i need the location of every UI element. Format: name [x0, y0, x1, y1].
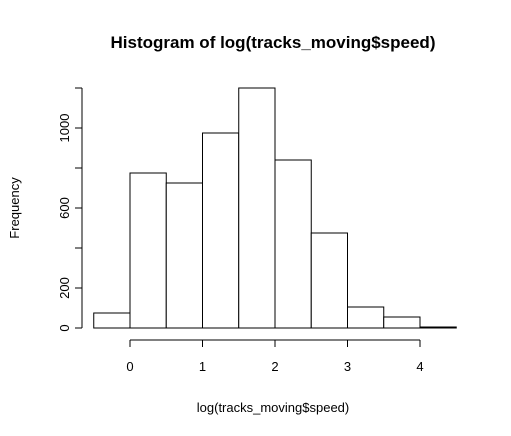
y-tick-label: 600	[57, 197, 72, 219]
x-tick-label: 2	[271, 359, 278, 374]
y-tick-label: 200	[57, 277, 72, 299]
y-axis-label: Frequency	[7, 177, 22, 239]
bars-group	[93, 87, 457, 329]
histogram-bar	[129, 172, 167, 329]
x-tick-label: 0	[126, 359, 133, 374]
x-tick-label: 1	[199, 359, 206, 374]
x-tick-label: 3	[344, 359, 351, 374]
x-tick-label: 4	[416, 359, 423, 374]
histogram-bar	[383, 316, 421, 329]
histogram-bar	[238, 87, 276, 329]
x-axis-label: log(tracks_moving$speed)	[197, 400, 349, 415]
histogram-bar	[419, 326, 457, 329]
histogram-bar	[93, 312, 131, 329]
histogram-bar	[347, 306, 385, 329]
x-axis: 0 1 2 3 4	[126, 339, 424, 374]
y-tick-label: 1000	[57, 114, 72, 143]
y-axis: 0 200 600 1000	[57, 87, 83, 332]
histogram-bar	[165, 182, 203, 329]
chart-title: Histogram of log(tracks_moving$speed)	[111, 33, 436, 52]
histogram-bar	[310, 232, 348, 329]
histogram-bar	[274, 159, 312, 329]
y-tick-label: 0	[57, 324, 72, 331]
histogram-bar	[202, 132, 240, 329]
